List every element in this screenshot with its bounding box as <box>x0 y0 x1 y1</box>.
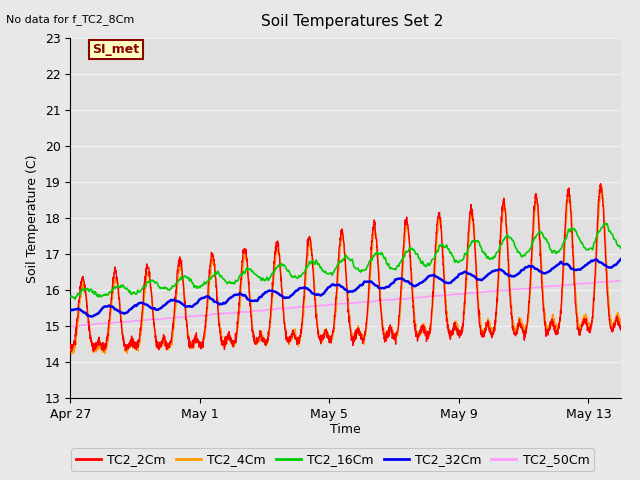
Text: No data for f_TC2_8Cm: No data for f_TC2_8Cm <box>6 14 134 25</box>
Y-axis label: Soil Temperature (C): Soil Temperature (C) <box>26 154 39 283</box>
Legend: TC2_2Cm, TC2_4Cm, TC2_16Cm, TC2_32Cm, TC2_50Cm: TC2_2Cm, TC2_4Cm, TC2_16Cm, TC2_32Cm, TC… <box>71 448 595 471</box>
Text: SI_met: SI_met <box>92 43 140 56</box>
X-axis label: Time: Time <box>330 422 361 435</box>
Text: Soil Temperatures Set 2: Soil Temperatures Set 2 <box>261 14 443 29</box>
